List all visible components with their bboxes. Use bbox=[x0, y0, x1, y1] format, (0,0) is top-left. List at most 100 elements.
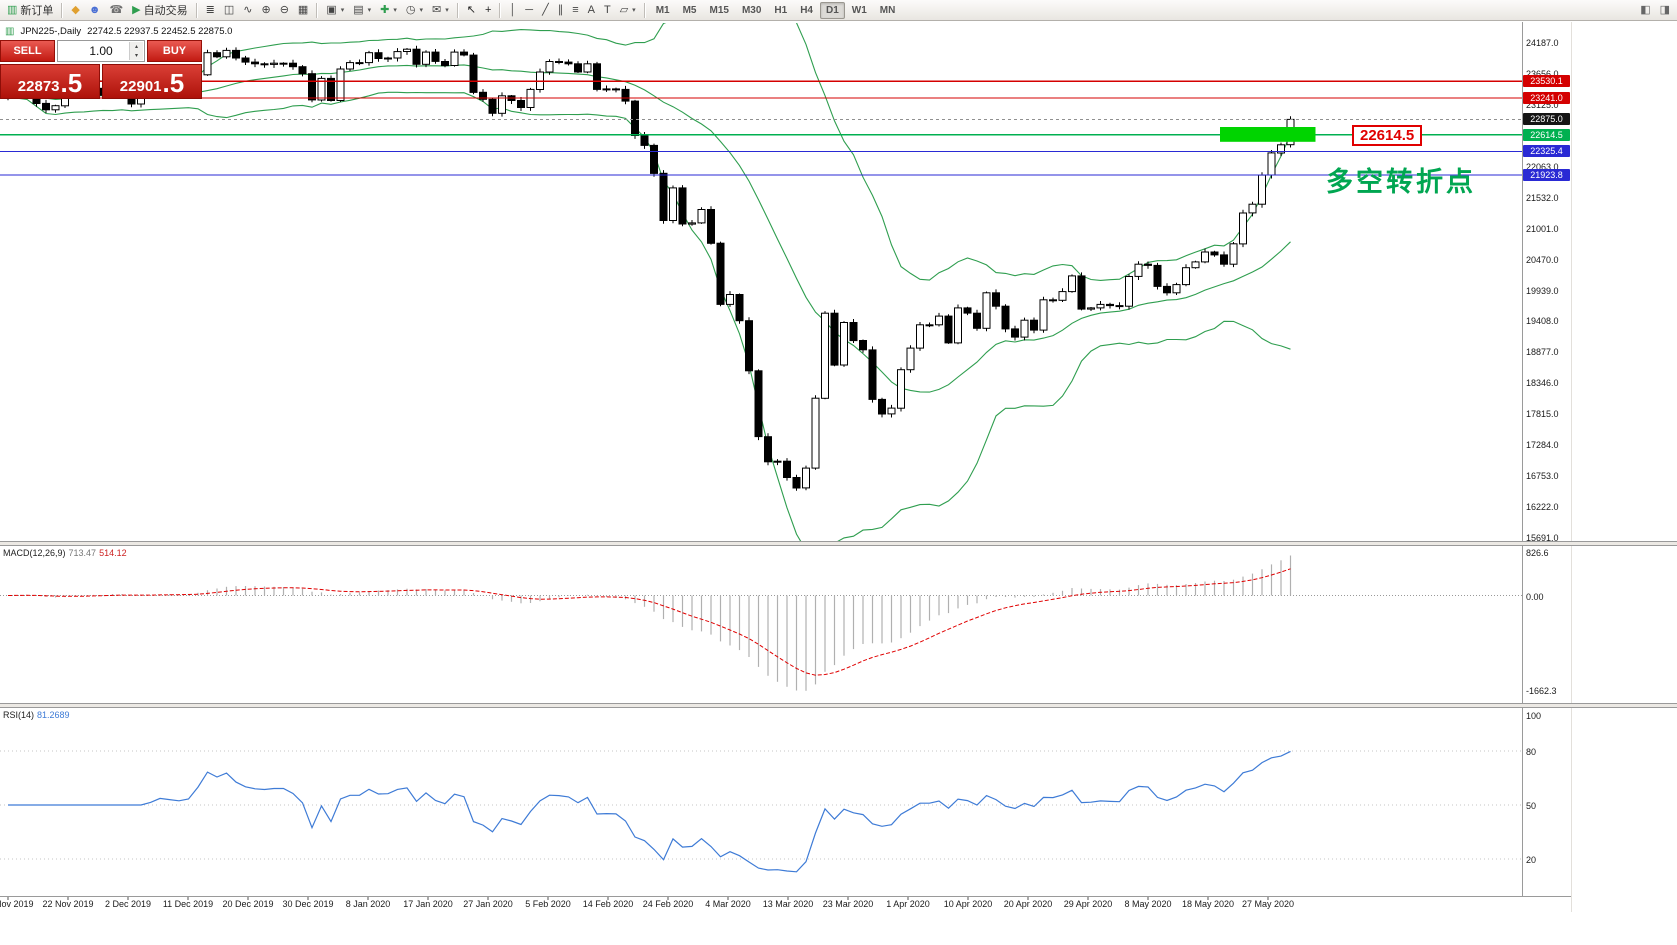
macd-signal-line bbox=[7, 568, 1291, 676]
dock-right-icon: ◨ bbox=[1659, 3, 1670, 16]
market-watch-button[interactable]: ◆ bbox=[67, 2, 83, 19]
price-level-callout[interactable]: 22614.5 bbox=[1352, 125, 1423, 146]
alerts-icon: ✉ bbox=[432, 3, 442, 16]
macd-main-value: 713.47 bbox=[68, 548, 97, 558]
new-order-button-label: 新订单 bbox=[20, 5, 54, 17]
timeframe-d1-button[interactable]: D1 bbox=[820, 1, 845, 19]
timeframe-m30-button[interactable]: M30 bbox=[736, 2, 767, 19]
zoom-in-button[interactable]: ⊕ bbox=[257, 2, 274, 19]
timeframe-mn-button[interactable]: MN bbox=[874, 2, 902, 19]
candle-series bbox=[4, 45, 1295, 491]
market-watch-icon: ◆ bbox=[71, 3, 80, 16]
tile-windows-button[interactable]: ▦ bbox=[294, 2, 312, 19]
spin-down-icon[interactable]: ▾ bbox=[130, 51, 143, 60]
sell-button[interactable]: SELL bbox=[0, 40, 55, 62]
vertical-line-button[interactable]: │ bbox=[505, 2, 520, 19]
label-icon: T bbox=[603, 3, 611, 16]
toolbar-separator bbox=[499, 2, 502, 18]
auto-trading-icon: ▶ bbox=[132, 3, 141, 16]
highlight-rectangle[interactable] bbox=[1220, 127, 1316, 142]
timeframe-w1-button[interactable]: W1 bbox=[846, 2, 873, 19]
fibonacci-icon: ≡ bbox=[572, 3, 579, 16]
crosshair-button[interactable]: + bbox=[481, 2, 495, 19]
turning-point-annotation[interactable]: 多空转折点 bbox=[1326, 167, 1476, 197]
buy-button[interactable]: BUY bbox=[147, 40, 202, 62]
rsi-line bbox=[8, 750, 1291, 873]
buy-price[interactable]: 22901.5 bbox=[102, 64, 202, 99]
new-chart-button[interactable]: ▣ ▾ bbox=[322, 2, 348, 19]
auto-trading-button[interactable]: ▶ 自动交易 bbox=[128, 2, 191, 19]
timeframe-w1-button-label: W1 bbox=[851, 4, 867, 16]
profiles-button[interactable]: ▤ ▾ bbox=[349, 2, 375, 19]
rsi-name: RSI(14) bbox=[3, 710, 35, 720]
chevron-down-icon: ▾ bbox=[393, 7, 397, 14]
toolbar-separator bbox=[456, 2, 459, 18]
volume-spin-arrows[interactable]: ▴ ▾ bbox=[129, 42, 143, 60]
timeframe-m30-button-label: M30 bbox=[741, 4, 762, 16]
macd-name: MACD(12,26,9) bbox=[3, 548, 66, 558]
trendline-button[interactable]: ╱ bbox=[538, 2, 553, 19]
dock-right-button[interactable]: ◨ bbox=[1656, 2, 1674, 19]
bollinger-bands bbox=[7, 23, 1292, 541]
timeframe-m1-button[interactable]: M1 bbox=[650, 2, 676, 19]
volume-value: 1.00 bbox=[89, 44, 113, 58]
horizontal-line-icon: ─ bbox=[525, 3, 534, 16]
text-button[interactable]: A bbox=[584, 2, 599, 19]
macd-histogram bbox=[16, 555, 1292, 691]
zoom-out-button[interactable]: ⊖ bbox=[276, 2, 293, 19]
chart-ohlc-info: ▥ JPN225-,Daily 22742.5 22937.5 22452.5 … bbox=[5, 26, 232, 37]
indicators-button[interactable]: ✚ ▾ bbox=[376, 2, 401, 19]
panel-splitter[interactable] bbox=[0, 541, 1677, 546]
candle-chart-type-button[interactable]: ◫ bbox=[220, 2, 238, 19]
alerts-button[interactable]: ✉ ▾ bbox=[428, 2, 453, 19]
volume-stepper[interactable]: 1.00 ▴ ▾ bbox=[57, 40, 145, 62]
dock-left-button[interactable]: ◧ bbox=[1636, 2, 1654, 19]
new-chart-icon: ▣ bbox=[326, 3, 337, 16]
symbol-period-label: JPN225-,Daily bbox=[20, 26, 82, 37]
label-button[interactable]: T bbox=[600, 2, 615, 19]
cursor-button[interactable]: ↖ bbox=[463, 2, 480, 19]
periods-button[interactable]: ◷ ▾ bbox=[402, 2, 427, 19]
panel-splitter[interactable] bbox=[0, 703, 1677, 708]
chevron-down-icon: ▾ bbox=[632, 7, 636, 14]
crosshair-icon: + bbox=[484, 3, 492, 16]
dock-left-icon: ◧ bbox=[1640, 3, 1651, 16]
rsi-value: 81.2689 bbox=[37, 710, 70, 720]
channel-button[interactable]: ∥ bbox=[554, 2, 568, 19]
navigator-button[interactable]: ☻ bbox=[85, 2, 105, 19]
terminal-icon: ☎ bbox=[109, 3, 124, 16]
level-lines bbox=[0, 80, 1522, 176]
horizontal-line-button[interactable]: ─ bbox=[521, 2, 537, 19]
line-chart-type-button[interactable]: ∿ bbox=[239, 2, 256, 19]
tile-windows-icon: ▦ bbox=[297, 3, 309, 16]
timeframe-h4-button-label: H4 bbox=[800, 4, 813, 16]
price-axis-border bbox=[1522, 22, 1523, 896]
periods-icon: ◷ bbox=[405, 3, 416, 16]
fibonacci-button[interactable]: ≡ bbox=[568, 2, 582, 19]
spin-up-icon[interactable]: ▴ bbox=[130, 42, 143, 51]
timeframe-m5-button-label: M5 bbox=[682, 4, 697, 16]
shapes-icon: ▱ bbox=[619, 3, 629, 16]
zoom-out-icon: ⊖ bbox=[279, 3, 289, 16]
timeframe-h4-button[interactable]: H4 bbox=[794, 2, 819, 19]
timeframe-m5-button[interactable]: M5 bbox=[677, 2, 703, 19]
profiles-icon: ▤ bbox=[353, 3, 364, 16]
timeframe-d1-button-label: D1 bbox=[826, 4, 839, 16]
cursor-icon: ↖ bbox=[466, 3, 476, 16]
terminal-button[interactable]: ☎ bbox=[105, 2, 127, 19]
navigator-icon: ☻ bbox=[88, 3, 101, 16]
timeframe-m15-button[interactable]: M15 bbox=[704, 2, 735, 19]
timeframe-h1-button[interactable]: H1 bbox=[768, 2, 793, 19]
timeframe-m1-button-label: M1 bbox=[655, 4, 670, 16]
sell-price-main: 22873 bbox=[17, 78, 60, 95]
new-order-button[interactable]: ▥ 新订单 bbox=[3, 2, 57, 19]
sell-price-frac: .5 bbox=[60, 67, 83, 98]
shapes-button[interactable]: ▱ ▾ bbox=[616, 2, 640, 19]
toolbar-separator bbox=[643, 2, 646, 18]
sell-price[interactable]: 22873.5 bbox=[0, 64, 100, 99]
bar-chart-type-button[interactable]: ≣ bbox=[202, 2, 219, 19]
chevron-down-icon: ▾ bbox=[367, 7, 372, 14]
timeframe-m15-button-label: M15 bbox=[709, 4, 729, 16]
